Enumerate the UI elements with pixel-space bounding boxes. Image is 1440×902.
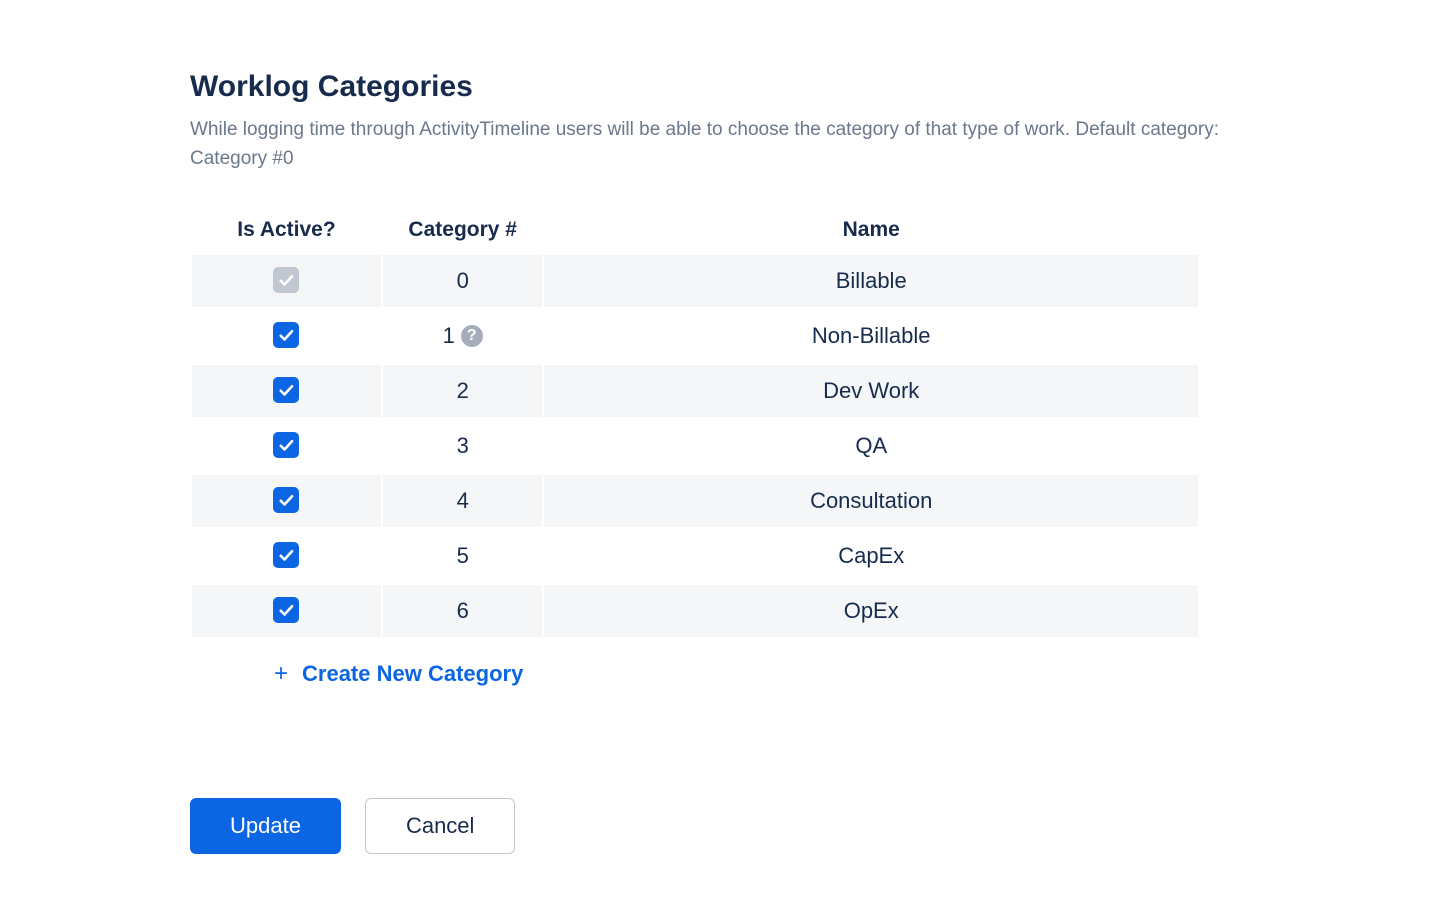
category-number: 1 xyxy=(443,323,455,349)
category-number: 2 xyxy=(457,378,469,404)
category-name: Consultation xyxy=(544,475,1198,527)
button-row: Update Cancel xyxy=(190,798,1250,854)
page-title: Worklog Categories xyxy=(190,70,1250,104)
column-header-number: Category # xyxy=(383,208,543,252)
active-checkbox[interactable] xyxy=(273,487,299,513)
category-name: Billable xyxy=(544,255,1198,307)
help-icon[interactable]: ? xyxy=(461,325,483,347)
page-description: While logging time through ActivityTimel… xyxy=(190,116,1250,173)
table-row: 4 Consultation xyxy=(192,475,1198,527)
active-checkbox[interactable] xyxy=(273,542,299,568)
create-new-category-label: Create New Category xyxy=(302,661,523,687)
category-number: 0 xyxy=(457,268,469,294)
table-row: 1? Non-Billable xyxy=(192,310,1198,362)
table-row: 3 QA xyxy=(192,420,1198,472)
category-number: 3 xyxy=(457,433,469,459)
table-row: 2 Dev Work xyxy=(192,365,1198,417)
category-name: OpEx xyxy=(544,585,1198,637)
category-number: 4 xyxy=(457,488,469,514)
table-row: 6 OpEx xyxy=(192,585,1198,637)
active-checkbox[interactable] xyxy=(273,432,299,458)
create-new-category-button[interactable]: + Create New Category xyxy=(274,660,1250,688)
active-checkbox[interactable] xyxy=(273,322,299,348)
category-name: QA xyxy=(544,420,1198,472)
category-name: CapEx xyxy=(544,530,1198,582)
update-button[interactable]: Update xyxy=(190,798,341,854)
column-header-name: Name xyxy=(544,208,1198,252)
category-name: Dev Work xyxy=(544,365,1198,417)
table-row: 5 CapEx xyxy=(192,530,1198,582)
category-name: Non-Billable xyxy=(544,310,1198,362)
category-number: 6 xyxy=(457,598,469,624)
category-number: 5 xyxy=(457,543,469,569)
active-checkbox xyxy=(273,267,299,293)
plus-icon: + xyxy=(274,660,288,688)
cancel-button[interactable]: Cancel xyxy=(365,798,515,854)
table-row: 0 Billable xyxy=(192,255,1198,307)
active-checkbox[interactable] xyxy=(273,597,299,623)
categories-table: Is Active? Category # Name 0 Billable 1? No… xyxy=(190,205,1200,640)
column-header-active: Is Active? xyxy=(192,208,381,252)
active-checkbox[interactable] xyxy=(273,377,299,403)
